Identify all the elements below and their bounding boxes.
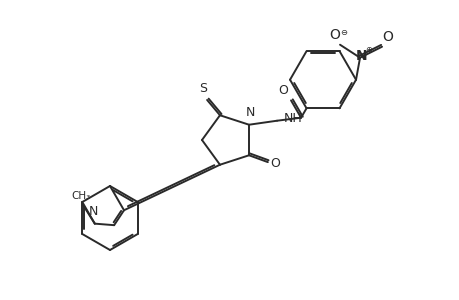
Text: N: N: [355, 49, 367, 63]
Text: ⊕: ⊕: [365, 45, 372, 54]
Text: ⊖: ⊖: [340, 28, 347, 37]
Text: S: S: [199, 82, 207, 95]
Text: O: O: [278, 84, 287, 98]
Text: O: O: [329, 28, 340, 42]
Text: O: O: [269, 157, 279, 169]
Text: N: N: [89, 205, 98, 218]
Text: CH₃: CH₃: [71, 191, 90, 201]
Text: NH: NH: [283, 112, 302, 125]
Text: N: N: [245, 106, 254, 119]
Text: O: O: [382, 30, 392, 44]
